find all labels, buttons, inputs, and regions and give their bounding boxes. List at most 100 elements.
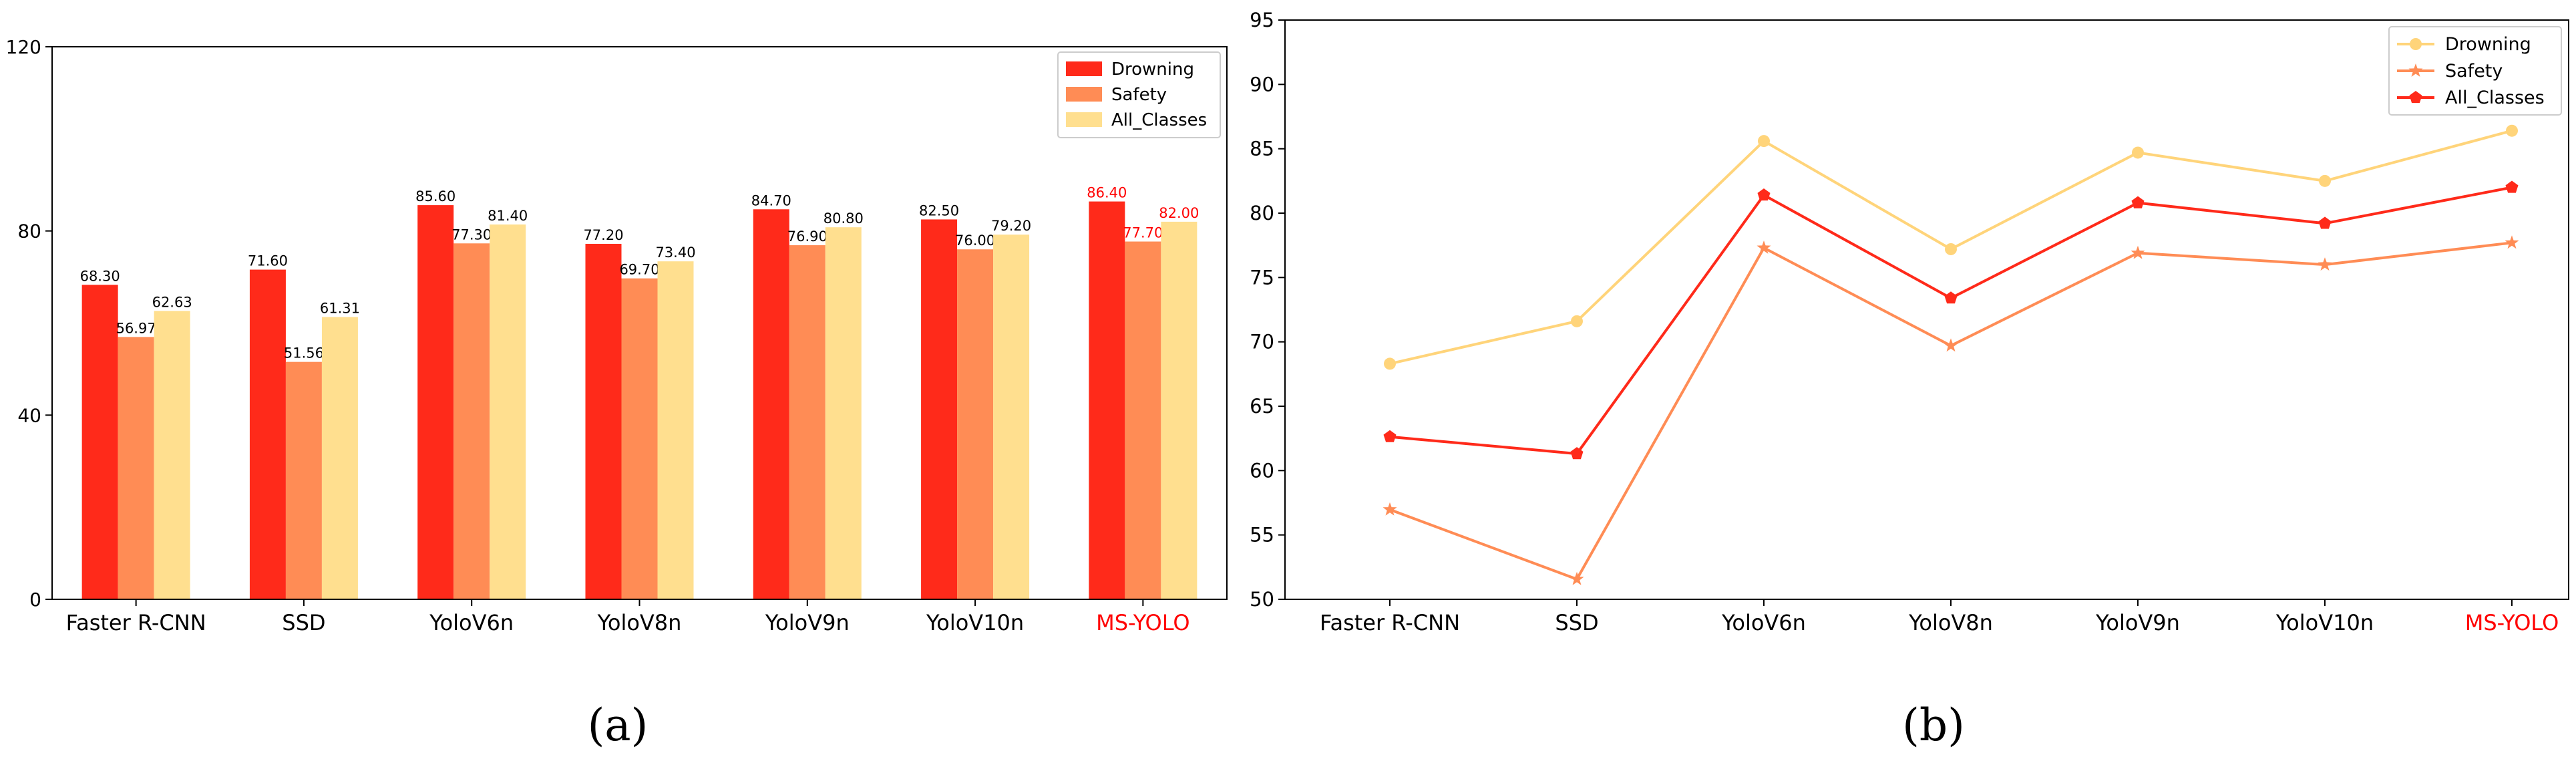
bar-all-classes-yolov8n [657, 261, 694, 599]
legend-label: All_Classes [2445, 88, 2545, 108]
point-safety-yolov6n [1757, 241, 1771, 254]
bar-safety-yolov8n [621, 278, 658, 599]
bar-value-label: 85.60 [415, 188, 455, 204]
x-tick-label: SSD [1555, 610, 1598, 635]
point-all-classes-faster-r-cnn [1383, 430, 1397, 442]
bar-safety-faster-r-cnn [118, 337, 154, 599]
y-tick-label: 75 [1250, 266, 1274, 289]
y-tick-label: 85 [1250, 138, 1274, 160]
bar-drowning-yolov8n [585, 243, 622, 599]
bar-drowning-yolov6n [417, 205, 454, 599]
bar-all-classes-yolov6n [490, 224, 526, 600]
y-tick-label: 65 [1250, 395, 1274, 418]
bar-value-label: 56.97 [116, 320, 156, 336]
point-safety-yolov8n [1944, 338, 1958, 352]
bar-value-label: 82.50 [919, 202, 959, 218]
bar-value-label: 82.00 [1159, 205, 1199, 221]
x-tick-label: YoloV8n [1908, 610, 1993, 635]
y-tick-label: 40 [17, 404, 41, 426]
bar-value-label: 86.40 [1087, 185, 1127, 201]
bar-value-label: 76.90 [787, 228, 827, 245]
bar-safety-yolov10n [957, 249, 994, 599]
bar-drowning-faster-r-cnn [81, 285, 118, 599]
bar-value-label: 77.20 [583, 227, 623, 243]
bar-value-label: 51.56 [284, 345, 324, 361]
bar-value-label: 62.63 [152, 294, 192, 310]
legend-swatch-safety [1066, 87, 1102, 102]
line-chart-panel-b: 50 55 60 65 70 75 80 85 90 95 Faster R-CNN SSD YoloV… [1250, 9, 2569, 635]
bar-all-classes-ssd [321, 317, 358, 599]
x-tick-label: Faster R-CNN [66, 610, 206, 635]
x-tick-label: Faster R-CNN [1320, 610, 1460, 635]
legend-swatch-all-classes [1066, 112, 1102, 127]
point-all-classes-yolov6n [1757, 188, 1771, 201]
point-all-classes-yolov8n [1944, 291, 1958, 304]
x-tick-label: YoloV10n [926, 610, 1024, 635]
point-drowning-ssd [1571, 315, 1583, 327]
point-drowning-yolov6n [1758, 135, 1770, 148]
y-tick-label: 50 [1250, 588, 1274, 611]
bar-value-label: 77.30 [451, 226, 492, 243]
x-tick-label: YoloV9n [2095, 610, 2180, 635]
y-tick-label: 0 [29, 589, 41, 611]
bar-drowning-yolov9n [753, 209, 789, 599]
legend-label: Drowning [1111, 59, 1194, 80]
legend-label: Safety [2445, 61, 2503, 82]
x-tick-label: YoloV6n [1721, 610, 1806, 635]
series-line-all-classes [1389, 186, 2513, 456]
point-drowning-yolov8n [1945, 243, 1957, 255]
bar-value-label: 81.40 [488, 208, 528, 224]
bar-value-label: 80.80 [823, 210, 864, 226]
bar-drowning-ms-yolo [1089, 201, 1125, 599]
point-all-classes-yolov9n [2131, 196, 2145, 208]
legend-marker-drowning [2410, 38, 2422, 50]
y-tick-label: 90 [1250, 73, 1274, 96]
bar-value-label: 77.70 [1123, 225, 1163, 241]
point-drowning-ms-yolo [2506, 124, 2518, 137]
panel-label-b: (b) [1902, 700, 1965, 751]
bar-safety-yolov9n [789, 245, 825, 599]
point-safety-ms-yolo [2505, 235, 2519, 249]
bar-all-classes-ms-yolo [1161, 221, 1198, 600]
bar-safety-ms-yolo [1125, 241, 1161, 600]
panel-label-a: (a) [588, 700, 649, 751]
y-tick-label: 70 [1250, 331, 1274, 353]
x-tick-label: YoloV6n [429, 610, 514, 635]
bar-safety-ssd [285, 361, 322, 599]
legend-label: All_Classes [1111, 110, 1207, 130]
bar-value-label: 73.40 [655, 245, 695, 261]
bar-safety-yolov6n [453, 243, 490, 599]
bar-value-label: 76.00 [955, 233, 995, 249]
point-all-classes-yolov10n [2318, 216, 2332, 229]
point-safety-yolov9n [2131, 245, 2145, 259]
point-drowning-yolov10n [2319, 174, 2331, 187]
x-tick-label: MS-YOLO [1096, 610, 1190, 635]
bar-drowning-ssd [249, 269, 286, 599]
x-tick-label: SSD [282, 610, 325, 635]
bar-chart-panel-a: 68.30 71.60 85.60 77.20 84.70 82.50 86.40 56.97… [6, 36, 1228, 635]
bar-value-label: 69.70 [619, 262, 659, 278]
point-safety-faster-r-cnn [1383, 502, 1397, 516]
y-tick-label: 80 [17, 220, 41, 243]
y-tick-label: 60 [1250, 459, 1274, 482]
bar-all-classes-yolov10n [993, 235, 1030, 599]
point-drowning-yolov9n [2132, 146, 2144, 159]
x-tick-label: MS-YOLO [2465, 610, 2559, 635]
point-drowning-faster-r-cnn [1384, 357, 1396, 370]
bar-value-label: 71.60 [248, 253, 288, 269]
bar-drowning-yolov10n [921, 219, 958, 599]
legend-marker-all-classes [2409, 91, 2422, 104]
x-tick-label: YoloV8n [597, 610, 682, 635]
bar-value-label: 68.30 [80, 268, 120, 284]
legend-marker-safety [2408, 63, 2423, 77]
bar-all-classes-yolov9n [825, 227, 862, 599]
bar-value-label: 84.70 [751, 192, 791, 208]
bar-value-label: 79.20 [991, 218, 1031, 234]
y-tick-label: 80 [1250, 202, 1274, 224]
x-tick-label: YoloV10n [2275, 610, 2374, 635]
x-tick-label: YoloV9n [765, 610, 850, 635]
point-all-classes-ssd [1570, 447, 1584, 460]
legend-label: Drowning [2445, 34, 2531, 55]
legend-label: Safety [1111, 85, 1167, 105]
